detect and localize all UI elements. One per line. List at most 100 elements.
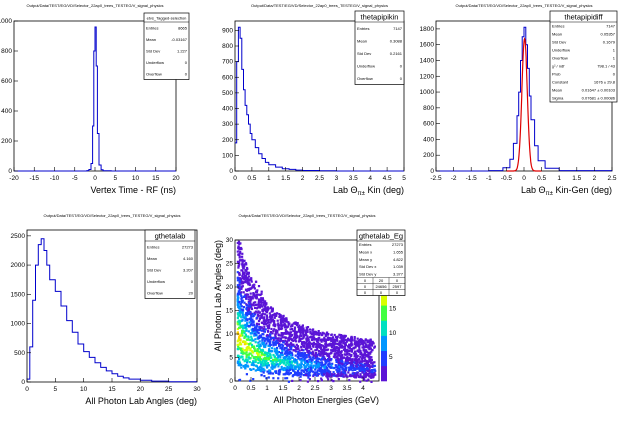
- heatmap-cell: [295, 331, 298, 334]
- heatmap-cell: [336, 337, 339, 340]
- heatmap-cell: [284, 328, 287, 331]
- heatmap-cell: [247, 272, 250, 275]
- heatmap-cell: [274, 363, 277, 366]
- histogram-line: [27, 238, 198, 383]
- x-tick-label: 2.5: [310, 385, 319, 392]
- heatmap-cell: [307, 369, 310, 372]
- heatmap-cell: [301, 325, 304, 329]
- heatmap-cell: [267, 325, 270, 328]
- heatmap-cell: [255, 297, 258, 300]
- heatmap-cell: [308, 374, 312, 377]
- heatmap-cell: [322, 369, 325, 372]
- heatmap-cell: [339, 359, 342, 362]
- heatmap-cell: [255, 334, 258, 337]
- heatmap-cell: [241, 258, 244, 261]
- heatmap-cell: [249, 303, 253, 306]
- heatmap-cell: [274, 358, 277, 361]
- heatmap-cell: [303, 329, 306, 332]
- heatmap-cell: [351, 358, 354, 361]
- heatmap-cell: [296, 371, 299, 374]
- heatmap-cell: [239, 315, 242, 318]
- heatmap-cell: [317, 372, 320, 375]
- heatmap-cell: [336, 339, 339, 342]
- heatmap-cell: [282, 373, 285, 376]
- heatmap-cell: [361, 364, 364, 368]
- heatmap-cell: [337, 373, 340, 376]
- heatmap-cell: [366, 364, 370, 367]
- palette-swatch: [381, 290, 387, 306]
- heatmap-cell: [275, 342, 278, 345]
- heatmap-cell: [281, 353, 284, 357]
- heatmap-cell: [317, 357, 320, 360]
- x-tick-label: 1: [267, 175, 271, 182]
- heatmap-cell: [236, 295, 239, 298]
- heatmap-cell: [323, 352, 326, 355]
- heatmap-cell: [246, 361, 249, 364]
- x-tick-label: 10: [132, 175, 140, 182]
- heatmap-cell: [240, 248, 243, 251]
- stats-box-name: thetapipidiff: [564, 13, 603, 22]
- y-axis-label: All Photon Lab Angles (deg): [213, 240, 223, 352]
- heatmap-cell: [326, 371, 329, 374]
- heatmap-cell: [291, 328, 294, 331]
- heatmap-cell: [311, 370, 314, 373]
- heatmap-cell: [280, 365, 283, 368]
- heatmap-cell: [237, 240, 241, 243]
- heatmap-cell: [290, 345, 293, 349]
- heatmap-cell: [343, 336, 346, 339]
- heatmap-cell: [302, 331, 305, 334]
- heatmap-cell: [238, 272, 241, 275]
- heatmap-cell: [307, 342, 310, 345]
- heatmap-cell: [268, 348, 271, 351]
- heatmap-cell: [338, 333, 341, 336]
- heatmap-cell: [300, 328, 303, 332]
- heatmap-cell: [342, 338, 345, 341]
- heatmap-cell: [256, 311, 259, 314]
- heatmap-cell: [284, 330, 287, 334]
- heatmap-cell: [240, 332, 244, 335]
- heatmap-cell: [263, 369, 266, 372]
- heatmap-cell: [262, 368, 265, 371]
- heatmap-cell: [260, 363, 263, 366]
- heatmap-cell: [281, 320, 284, 323]
- heatmap-cell: [280, 334, 283, 337]
- heatmap-cell: [337, 362, 340, 365]
- heatmap-cell: [345, 340, 348, 343]
- heatmap-cell: [252, 329, 255, 332]
- heatmap-cell: [316, 364, 319, 367]
- heatmap-cell: [363, 368, 366, 371]
- heatmap-cell: [367, 356, 370, 359]
- heatmap-cell: [293, 326, 297, 329]
- heatmap-cell: [307, 353, 310, 356]
- heatmap-cell: [242, 276, 245, 279]
- heatmap-cell: [273, 355, 276, 358]
- heatmap-cell: [300, 361, 303, 364]
- y-tick-label: 400: [222, 106, 233, 113]
- heatmap-cell: [329, 344, 332, 347]
- heatmap-cell: [289, 372, 292, 375]
- heatmap-cell: [369, 358, 372, 361]
- heatmap-cell: [295, 340, 298, 343]
- heatmap-cell: [284, 372, 287, 375]
- heatmap-cell: [305, 359, 308, 362]
- heatmap-cell: [283, 326, 286, 329]
- heatmap-cell: [241, 319, 244, 322]
- heatmap-cell: [273, 314, 276, 317]
- heatmap-cell: [238, 278, 242, 281]
- heatmap-cell: [246, 267, 249, 270]
- heatmap-cell: [354, 345, 357, 348]
- heatmap-cell: [243, 263, 246, 266]
- palette-swatch: [381, 335, 387, 352]
- heatmap-cell: [288, 366, 291, 369]
- heatmap-cell: [277, 351, 281, 354]
- heatmap-cell: [245, 312, 248, 315]
- heatmap-cell: [241, 301, 244, 304]
- heatmap-cell: [260, 301, 263, 304]
- heatmap-cell: [321, 356, 324, 359]
- heatmap-cell: [357, 350, 360, 353]
- heatmap-cell: [351, 372, 354, 375]
- heatmap-cell: [298, 363, 301, 366]
- heatmap-cell: [263, 325, 266, 328]
- heatmap-cell: [276, 329, 279, 332]
- heatmap-cell: [340, 345, 343, 349]
